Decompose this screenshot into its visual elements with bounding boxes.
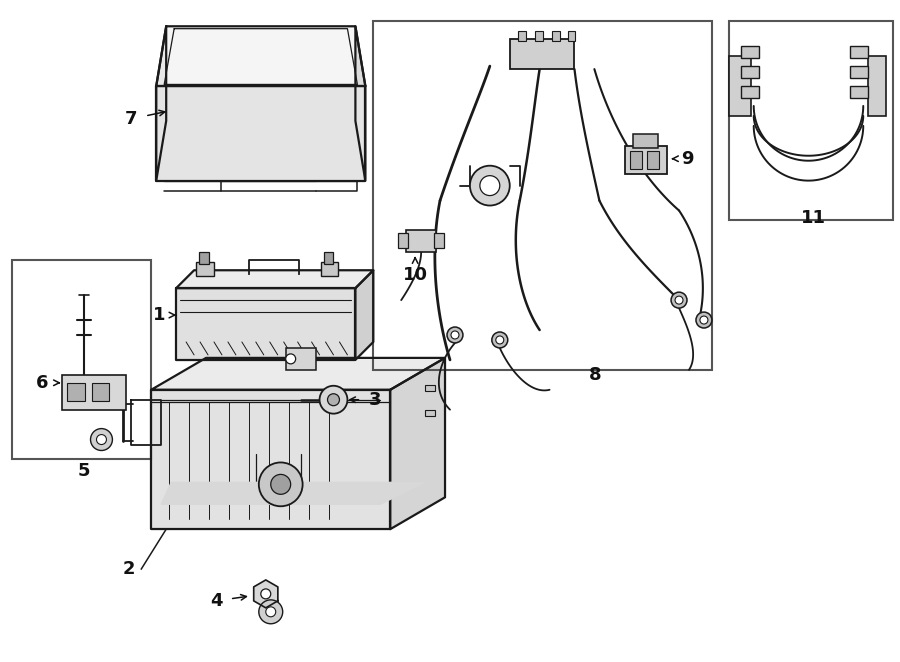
Text: 9: 9 xyxy=(680,150,693,167)
Circle shape xyxy=(261,589,271,599)
Bar xyxy=(647,151,659,169)
Circle shape xyxy=(328,394,339,406)
Bar xyxy=(626,146,667,173)
Polygon shape xyxy=(176,288,356,360)
Text: 11: 11 xyxy=(801,209,826,228)
Text: 2: 2 xyxy=(123,560,136,578)
Polygon shape xyxy=(151,358,445,390)
Circle shape xyxy=(496,336,504,344)
Bar xyxy=(374,21,712,370)
Circle shape xyxy=(675,296,683,304)
Polygon shape xyxy=(157,86,365,181)
Bar xyxy=(729,56,751,116)
Circle shape xyxy=(259,463,302,506)
Bar xyxy=(634,134,658,148)
Polygon shape xyxy=(176,270,374,288)
Bar xyxy=(868,56,886,116)
Bar xyxy=(196,262,214,276)
Bar xyxy=(92,383,110,401)
Circle shape xyxy=(91,428,112,451)
Circle shape xyxy=(491,332,508,348)
Text: 3: 3 xyxy=(369,391,382,408)
Bar xyxy=(509,39,574,69)
Bar xyxy=(850,86,868,98)
Circle shape xyxy=(271,475,291,495)
Bar xyxy=(425,410,435,416)
Bar xyxy=(741,86,759,98)
Bar xyxy=(406,230,436,252)
Bar xyxy=(850,66,868,78)
Bar xyxy=(568,31,575,41)
Bar xyxy=(630,151,643,169)
Circle shape xyxy=(451,331,459,339)
Text: 4: 4 xyxy=(210,592,222,610)
Circle shape xyxy=(447,327,463,343)
Bar xyxy=(61,375,126,410)
Bar xyxy=(518,31,526,41)
Bar xyxy=(535,31,543,41)
Bar xyxy=(320,262,338,276)
Circle shape xyxy=(259,600,283,624)
Circle shape xyxy=(671,292,687,308)
Polygon shape xyxy=(254,580,278,608)
Bar xyxy=(741,46,759,58)
Bar xyxy=(741,66,759,78)
Text: 1: 1 xyxy=(153,306,166,324)
Circle shape xyxy=(320,386,347,414)
Bar xyxy=(552,31,560,41)
Text: 5: 5 xyxy=(77,463,90,481)
Bar xyxy=(285,348,316,370)
Bar xyxy=(398,234,409,248)
Bar xyxy=(434,234,444,248)
Circle shape xyxy=(285,354,296,364)
Text: 6: 6 xyxy=(35,374,48,392)
Polygon shape xyxy=(151,390,391,529)
Polygon shape xyxy=(161,483,425,504)
Circle shape xyxy=(480,175,500,195)
Polygon shape xyxy=(356,26,365,181)
Bar xyxy=(425,385,435,391)
Circle shape xyxy=(470,166,509,205)
Polygon shape xyxy=(157,26,365,86)
Text: 10: 10 xyxy=(402,266,428,284)
Text: 8: 8 xyxy=(590,366,602,384)
Circle shape xyxy=(96,434,106,444)
Polygon shape xyxy=(157,26,166,181)
Bar xyxy=(729,21,893,220)
Bar xyxy=(67,383,85,401)
Circle shape xyxy=(266,607,275,617)
Bar xyxy=(199,252,209,264)
Polygon shape xyxy=(391,358,445,529)
Polygon shape xyxy=(356,270,373,360)
Circle shape xyxy=(696,312,712,328)
Bar xyxy=(12,260,151,459)
Bar xyxy=(323,252,334,264)
Bar xyxy=(850,46,868,58)
Circle shape xyxy=(700,316,708,324)
Text: 7: 7 xyxy=(125,110,138,128)
